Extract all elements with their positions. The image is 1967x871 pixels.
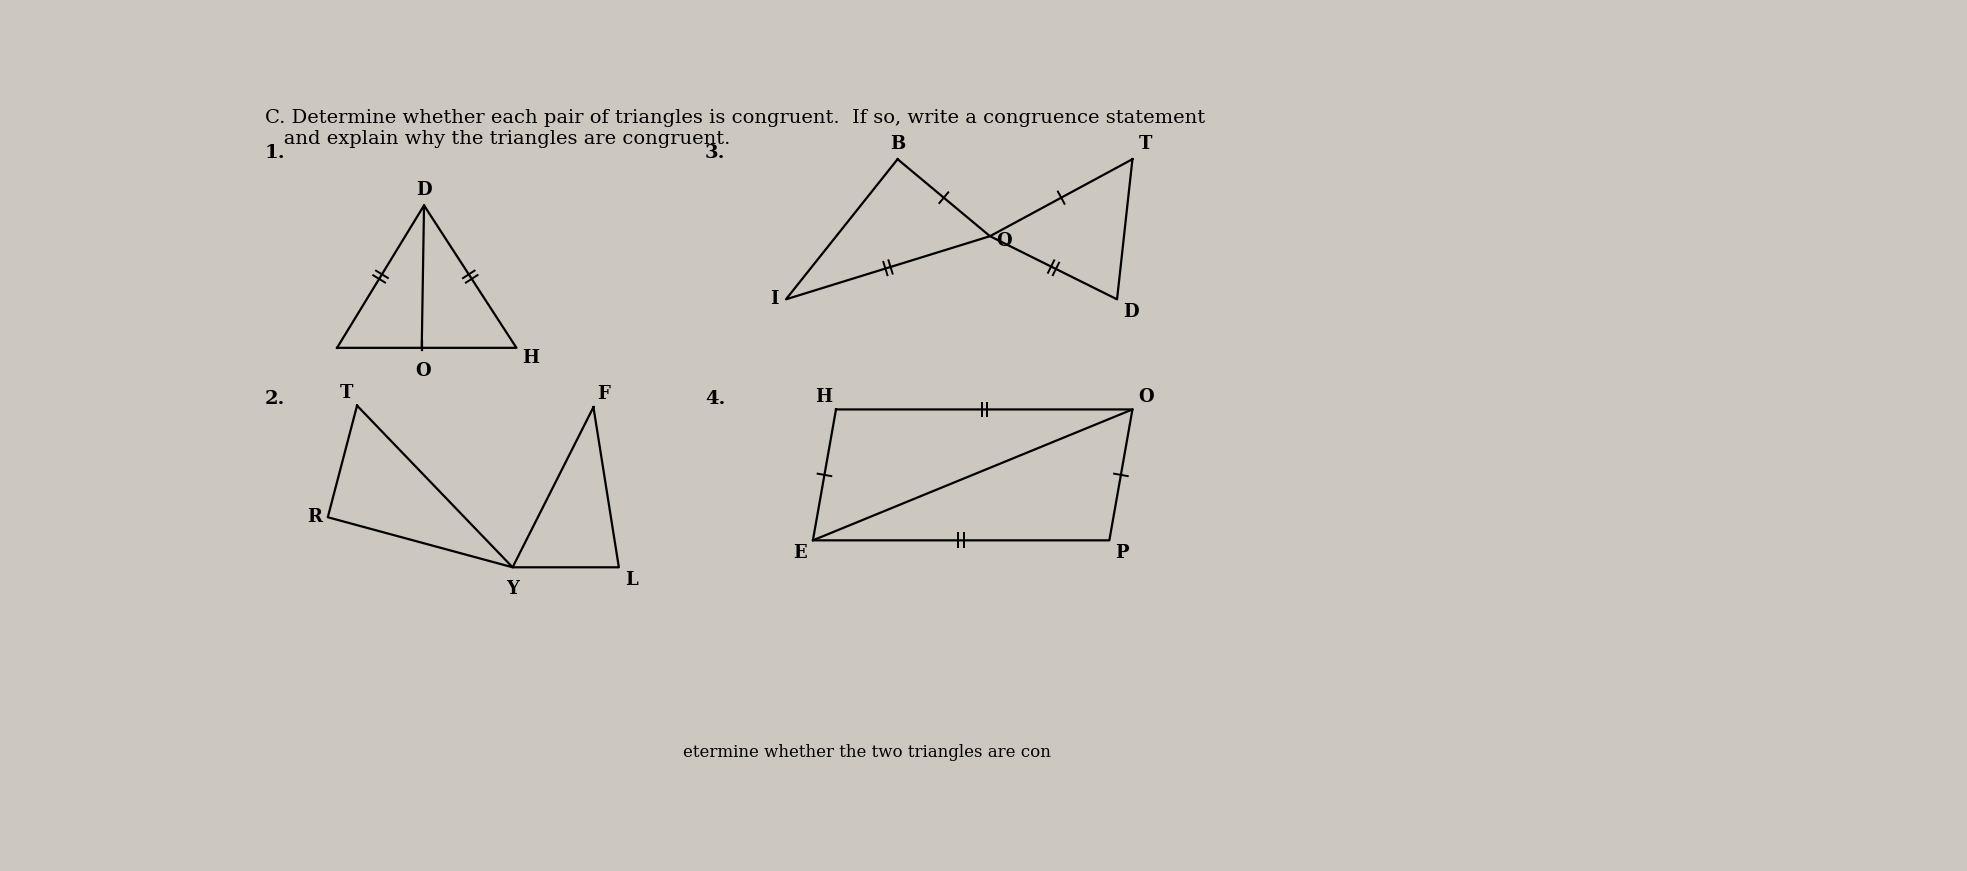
Text: P: P (1115, 544, 1129, 562)
Text: E: E (793, 544, 806, 562)
Text: 1.: 1. (266, 144, 285, 162)
Text: Y: Y (506, 579, 519, 598)
Text: D: D (1123, 303, 1139, 321)
Text: 2.: 2. (266, 390, 285, 408)
Text: H: H (523, 349, 539, 368)
Text: O: O (1139, 388, 1155, 406)
Text: R: R (307, 509, 323, 526)
Text: and explain why the triangles are congruent.: and explain why the triangles are congru… (266, 130, 730, 148)
Text: L: L (626, 571, 637, 589)
Text: 3.: 3. (704, 144, 726, 162)
Text: O: O (995, 233, 1011, 250)
Text: H: H (814, 388, 832, 406)
Text: 4.: 4. (704, 390, 726, 408)
Text: T: T (340, 384, 354, 402)
Text: C. Determine whether each pair of triangles is congruent.  If so, write a congru: C. Determine whether each pair of triang… (266, 109, 1204, 127)
Text: etermine whether the two triangles are con: etermine whether the two triangles are c… (620, 745, 1050, 761)
Text: O: O (415, 361, 431, 380)
Text: B: B (889, 135, 905, 153)
Text: F: F (598, 385, 610, 403)
Text: T: T (1139, 135, 1153, 153)
Text: I: I (769, 290, 779, 308)
Text: D: D (417, 181, 433, 199)
